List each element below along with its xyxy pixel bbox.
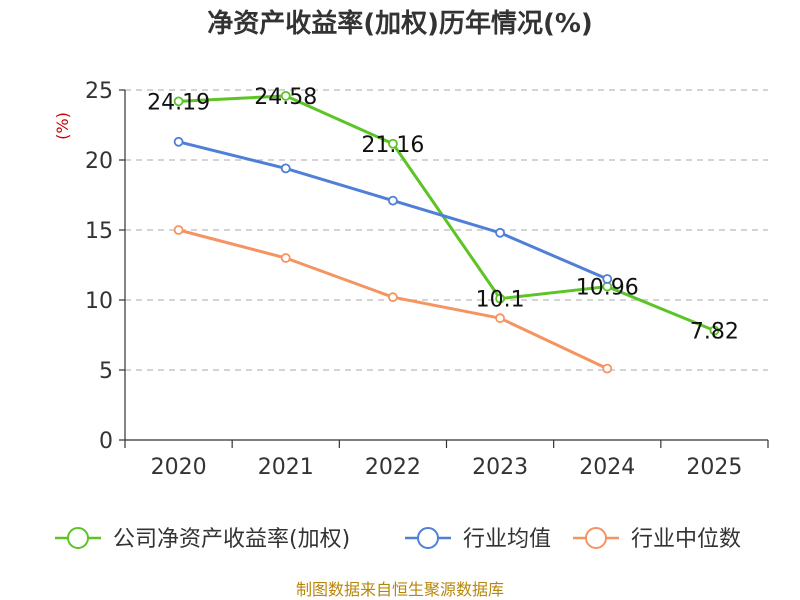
legend-marker-2 [585, 527, 607, 549]
x-tick-label-2024: 2024 [579, 455, 635, 480]
point-0-2025 [709, 325, 720, 336]
point-1-2023 [495, 227, 505, 238]
point-0-2021 [280, 90, 291, 101]
x-tick-label-2021: 2021 [258, 455, 314, 480]
x-tick-label-2022: 2022 [365, 455, 421, 480]
series-layer [173, 90, 720, 374]
point-0-2022 [388, 138, 398, 149]
y-axis-label: (%) [53, 112, 72, 140]
x-tick-label-2020: 2020 [151, 455, 207, 480]
y-tick-label-25: 25 [85, 79, 113, 104]
source-note: 制图数据来自恒生聚源数据库 [296, 580, 504, 599]
y-tick-label-0: 0 [99, 429, 113, 454]
point-0-2023 [495, 293, 505, 304]
data-label-2022: 21.16 [361, 133, 424, 158]
point-0-2020 [173, 96, 184, 107]
legend: 公司净资产收益率(加权) 行业均值 行业中位数 [55, 527, 741, 552]
data-label-2025: 7.82 [690, 320, 739, 345]
y-tick-label-20: 20 [85, 149, 113, 174]
legend-label-2: 行业中位数 [631, 527, 741, 552]
point-1-2022 [388, 195, 398, 206]
data-label-2023: 10.1 [476, 288, 525, 313]
point-2-2023 [495, 313, 505, 324]
legend-label-1: 行业均值 [463, 527, 551, 552]
y-tick-label-5: 5 [99, 359, 113, 384]
series-line-0 [178, 94, 715, 332]
point-1-2020 [173, 136, 184, 147]
point-2-2021 [280, 253, 291, 263]
data-label-layer: 24.19 24.58 21.16 10.1 10.96 7.82 [147, 85, 739, 345]
legend-marker-0 [67, 527, 89, 549]
series-line-1 [178, 140, 608, 281]
point-1-2024 [602, 274, 613, 284]
point-2-2022 [388, 292, 398, 303]
legend-marker-1 [417, 527, 439, 549]
x-tick-label-2023: 2023 [472, 455, 528, 480]
data-label-2021: 24.58 [254, 85, 317, 110]
y-tick-label-10: 10 [85, 289, 113, 314]
data-label-2020: 24.19 [147, 90, 210, 115]
grid-layer [125, 89, 768, 371]
point-2-2024 [602, 363, 613, 374]
y-tick-label-15: 15 [85, 219, 113, 244]
x-tick-label-2025: 2025 [686, 455, 742, 480]
data-label-2024: 10.96 [576, 276, 639, 301]
point-1-2021 [280, 163, 291, 174]
legend-label-0: 公司净资产收益率(加权) [113, 527, 350, 552]
point-2-2020 [173, 225, 184, 235]
chart-title: 净资产收益率(加权)历年情况(%) [207, 8, 593, 39]
